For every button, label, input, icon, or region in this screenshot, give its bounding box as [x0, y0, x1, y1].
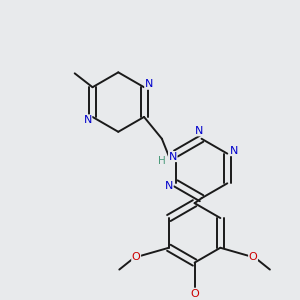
Text: N: N [195, 126, 204, 136]
Text: N: N [169, 152, 177, 162]
Text: O: O [132, 252, 140, 262]
Text: H: H [158, 155, 166, 166]
Text: N: N [145, 79, 153, 89]
Text: O: O [190, 289, 199, 299]
Text: N: N [165, 181, 173, 191]
Text: N: N [230, 146, 238, 156]
Text: O: O [249, 252, 257, 262]
Text: N: N [83, 115, 92, 125]
